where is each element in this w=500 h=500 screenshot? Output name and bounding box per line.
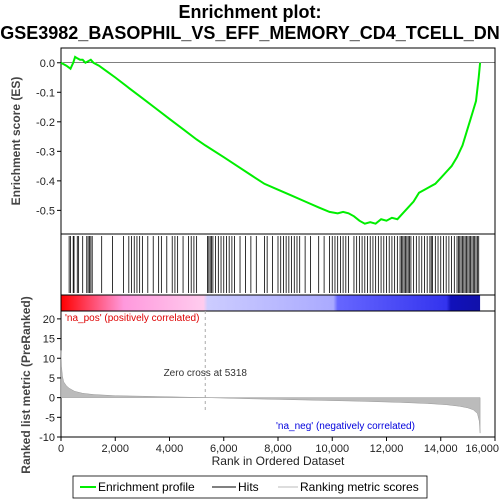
es-panel-frame [60,47,496,235]
es-ytick-label: -0.5 [36,205,55,217]
metric-ytick-label: 20 [43,314,55,326]
pos-label: 'na_pos' (positively correlated) [65,313,199,324]
zero-cross-label: Zero cross at 5318 [164,368,248,379]
es-ytick-label: -0.1 [36,87,55,99]
x-tick-label: 16,000 [465,443,499,455]
ranking-metric-area [60,350,481,434]
enrichment-profile-line [60,55,482,225]
es-ytick-label: 0.0 [40,58,55,70]
x-tick-label: 8,000 [264,443,292,455]
x-tick-label: 2,000 [101,443,129,455]
metric-ytick-label: 10 [43,353,55,365]
metric-ytick-label: 15 [43,334,55,346]
chart-title-line2: GSE3982_BASOPHIL_VS_EFF_MEMORY_CD4_TCELL… [0,23,499,43]
x-tick-label: 12,000 [370,443,404,455]
es-ytick-label: -0.2 [36,117,55,129]
x-axis-label: Rank in Ordered Dataset [212,454,345,468]
x-tick-label: 4,000 [156,443,184,455]
x-tick-label: 0 [58,443,64,455]
es-ytick-label: -0.4 [36,176,55,188]
legend-label-metric: Ranking metric scores [300,480,419,494]
ranking-heatbar [61,295,481,311]
metric-ytick-label: 5 [49,373,55,385]
neg-label: 'na_neg' (negatively correlated) [276,421,415,432]
es-ytick-label: -0.3 [36,146,55,158]
metric-panel-frame [60,310,496,438]
x-tick-label: 6,000 [210,443,238,455]
legend-label-enrichment: Enrichment profile [98,480,195,494]
metric-ytick-label: 0 [49,393,55,405]
metric-ytick-label: -10 [39,432,55,444]
x-tick-label: 10,000 [315,443,349,455]
legend-box [72,475,428,499]
metric-ytick-label: -5 [45,412,55,424]
x-tick-label: 14,000 [424,443,458,455]
legend-label-hits: Hits [238,480,259,494]
metric-ylabel: Ranked list metric (PreRanked) [19,296,33,473]
chart-title-line1: Enrichment plot: [179,2,322,22]
es-ylabel: Enrichment score (ES) [9,77,23,206]
